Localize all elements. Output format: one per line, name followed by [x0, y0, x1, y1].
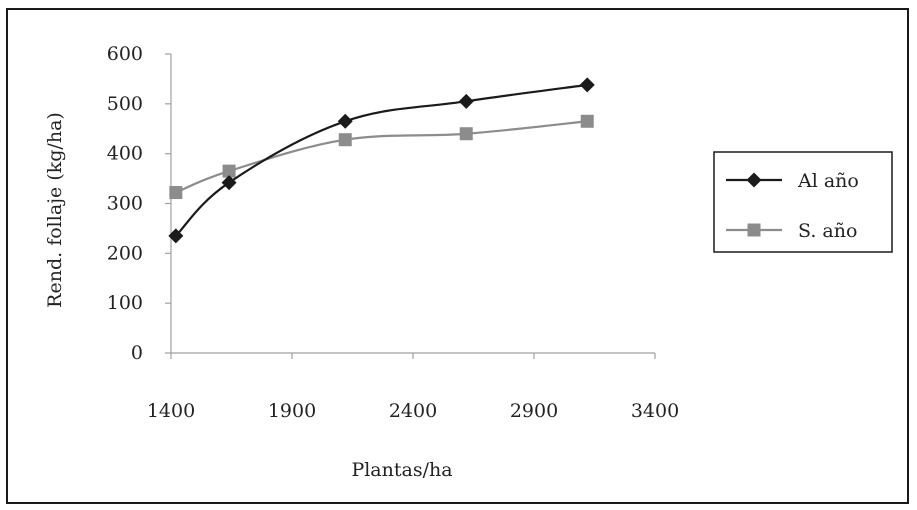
x-tick-label: 2900 — [510, 400, 558, 422]
series-s-an-o — [169, 114, 594, 200]
data-point — [459, 127, 473, 141]
data-point — [580, 114, 594, 128]
y-tick-label: 500 — [107, 93, 143, 115]
legend-box — [713, 151, 893, 253]
data-point — [338, 133, 352, 147]
data-point — [168, 228, 184, 244]
legend: Al año S. año — [713, 151, 893, 253]
y-tick-label: 400 — [107, 143, 143, 165]
series-line — [175, 83, 588, 237]
x-axis-title: Plantas/ha — [351, 459, 452, 481]
data-point — [579, 77, 595, 93]
data-point — [458, 93, 474, 109]
legend-swatch-marker — [746, 172, 762, 188]
legend-item: Al año — [726, 170, 859, 192]
series-layer — [168, 77, 595, 244]
series-al-an-o — [168, 77, 595, 244]
chart-frame: 0 100 200 300 400 500 600 1400 1900 2400 2900 3400 … — [6, 8, 909, 504]
axes: 0 100 200 300 400 500 600 1400 1900 2400 2900 3400 — [107, 43, 679, 422]
legend-label: S. año — [798, 220, 857, 242]
x-tick-label: 2400 — [389, 400, 437, 422]
data-point — [169, 186, 183, 200]
y-tick-label: 100 — [107, 292, 143, 314]
x-tick-label: 3400 — [631, 400, 679, 422]
legend-swatch-marker — [747, 223, 761, 237]
data-point — [221, 175, 237, 191]
series-line — [175, 120, 588, 194]
y-tick-label: 300 — [107, 193, 143, 215]
y-tick-label: 600 — [107, 43, 143, 65]
y-tick-label: 200 — [107, 242, 143, 264]
legend-item: S. año — [726, 220, 857, 242]
x-tick-label: 1900 — [268, 400, 316, 422]
data-point — [222, 164, 236, 178]
x-tick-label: 1400 — [147, 400, 195, 422]
y-axis-title: Rend. follaje (kg/ha) — [44, 112, 66, 308]
data-point — [337, 113, 353, 129]
legend-label: Al año — [797, 170, 859, 192]
y-tick-label: 0 — [131, 342, 143, 364]
